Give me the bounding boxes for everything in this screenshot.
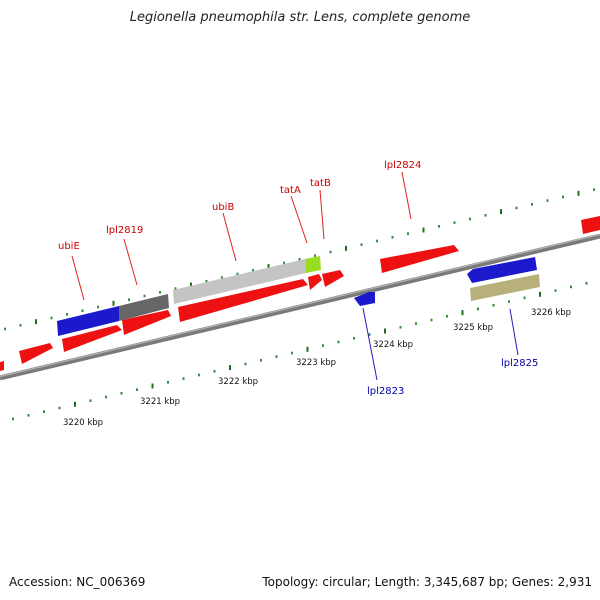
gene-arrow-red[interactable] [322, 270, 344, 287]
gene-block-lime[interactable] [305, 256, 321, 273]
map-title: Legionella pneumophila str. Lens, comple… [129, 10, 471, 25]
forward-genes [0, 216, 600, 371]
gene-arrow-blue[interactable] [354, 292, 375, 306]
leader-line [362, 307, 378, 381]
gene-label-lpl2823: lpl2823 [367, 386, 404, 397]
leader-line [401, 171, 412, 220]
gene-arrow-red[interactable] [308, 274, 322, 290]
gene-labels: ubiE lpl2819 ubiB tatA tatB lpl2824 lpl2… [58, 160, 538, 397]
gene-arrow-red[interactable] [19, 343, 53, 364]
gene-label-tatA: tatA [280, 185, 301, 196]
reverse-genes [354, 257, 540, 306]
upper-scale-ticks [4, 188, 595, 331]
genome-backbone-highlight [0, 233, 600, 378]
lower-scale-ticks [12, 282, 588, 421]
scale-label: 3224 kbp [373, 340, 413, 350]
leader-line [509, 308, 519, 356]
gene-label-lpl2819: lpl2819 [106, 225, 143, 236]
leader-line [319, 189, 325, 240]
gene-arrow-red[interactable] [0, 361, 4, 371]
gene-block-gray[interactable] [119, 294, 169, 321]
gene-arrow-red[interactable] [122, 310, 171, 335]
scale-label: 3222 kbp [218, 377, 258, 387]
gene-label-lpl2825: lpl2825 [501, 358, 538, 369]
gene-arrow-red[interactable] [581, 216, 600, 234]
gene-label-leaders [71, 171, 519, 381]
gene-arrow-blue[interactable] [467, 257, 537, 283]
accession-text: Accession: NC_006369 [9, 575, 146, 589]
scale-labels: 3220 kbp 3221 kbp 3222 kbp 3223 kbp 3224… [63, 308, 571, 428]
gene-label-ubiB: ubiB [212, 202, 234, 213]
genome-backbone [0, 233, 600, 381]
leader-line [290, 195, 308, 244]
gene-block-lightgray[interactable] [173, 259, 306, 304]
upper-lane-genes [57, 256, 321, 336]
genome-summary-text: Topology: circular; Length: 3,345,687 bp… [262, 575, 592, 589]
leader-line [222, 212, 237, 262]
gene-block-blue[interactable] [57, 306, 119, 336]
gene-arrow-red[interactable] [62, 325, 122, 352]
leader-line [123, 238, 138, 286]
gene-label-lpl2824: lpl2824 [384, 160, 421, 171]
gene-label-tatB: tatB [310, 178, 331, 189]
leader-line [71, 255, 85, 301]
gene-arrow-red[interactable] [380, 245, 459, 273]
gene-block-khaki[interactable] [470, 274, 540, 301]
scale-label: 3221 kbp [140, 397, 180, 407]
scale-label: 3226 kbp [531, 308, 571, 318]
gene-label-ubiE: ubiE [58, 241, 80, 252]
scale-label: 3223 kbp [296, 358, 336, 368]
gene-arrow-red[interactable] [178, 279, 308, 322]
scale-label: 3220 kbp [63, 418, 103, 428]
scale-label: 3225 kbp [453, 323, 493, 333]
